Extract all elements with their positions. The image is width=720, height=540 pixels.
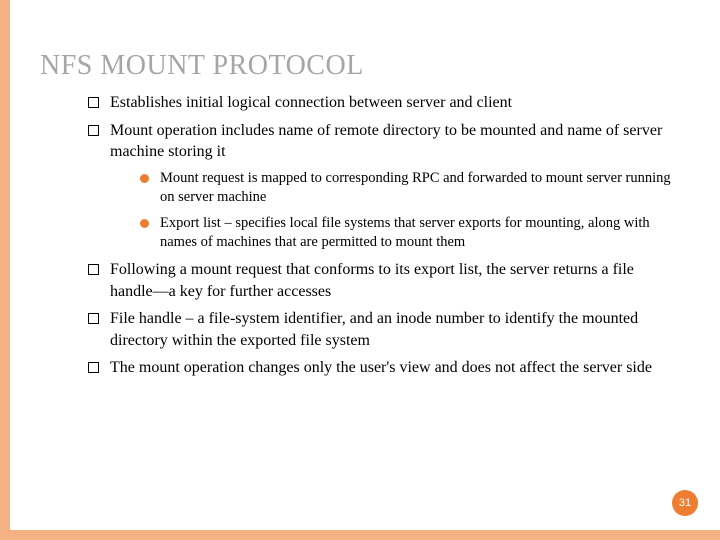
list-item: Establishes initial logical connection b… xyxy=(88,92,680,114)
slide-title: NFS MOUNT PROTOCOL xyxy=(40,50,680,82)
list-item: File handle – a file-system identifier, … xyxy=(88,308,680,351)
decorative-border-bottom xyxy=(0,530,720,540)
list-item: Following a mount request that conforms … xyxy=(88,259,680,302)
bullet-list-level2: Mount request is mapped to corresponding… xyxy=(110,169,680,253)
list-item-text: Mount operation includes name of remote … xyxy=(110,122,662,161)
decorative-border-left xyxy=(0,0,10,540)
list-item: Mount request is mapped to corresponding… xyxy=(140,169,680,208)
slide-content: NFS MOUNT PROTOCOL Establishes initial l… xyxy=(0,0,720,425)
list-item: Mount operation includes name of remote … xyxy=(88,120,680,253)
bullet-list-level1: Establishes initial logical connection b… xyxy=(40,92,680,379)
page-number: 31 xyxy=(679,497,691,509)
page-number-badge: 31 xyxy=(672,490,698,516)
list-item: The mount operation changes only the use… xyxy=(88,357,680,379)
list-item: Export list – specifies local file syste… xyxy=(140,214,680,253)
